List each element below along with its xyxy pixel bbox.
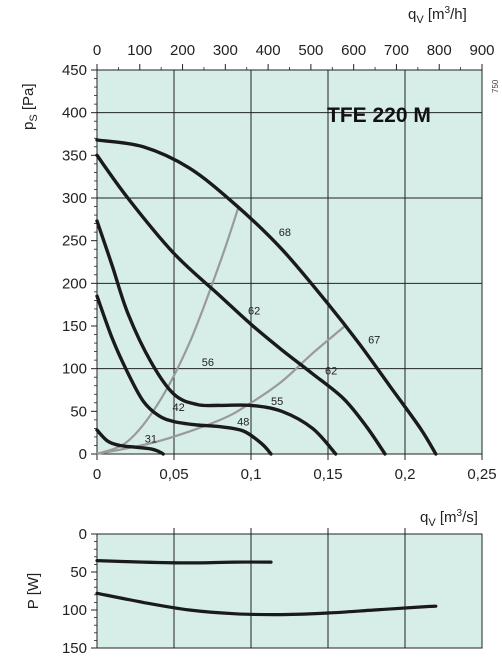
pressure-tick-labels: 0 50 100 150 200 250 300 350 400 450 (62, 62, 87, 463)
x-tick-label: 0,05 (159, 466, 188, 483)
power-tick-label: 150 (62, 640, 87, 657)
x2-tick-label: 800 (427, 42, 452, 59)
curve-label: 68 (279, 227, 291, 239)
x-tick-label: 0 (93, 466, 101, 483)
power-curves (95, 559, 438, 617)
x2-axis-label: qV [m3/h] (408, 5, 467, 26)
y-axis-label: pS [Pa] (20, 83, 40, 130)
curve-label: 48 (237, 417, 249, 429)
x2-tick-label: 400 (256, 42, 281, 59)
y-tick-label: 50 (70, 403, 87, 420)
x2-tick-label: 900 (469, 42, 494, 59)
x2-tick-label: 300 (213, 42, 238, 59)
x2-tick-label: 500 (298, 42, 323, 59)
x2-tick-label: 600 (341, 42, 366, 59)
curve-label: 31 (145, 434, 157, 446)
system-curve (96, 206, 240, 456)
power-tick-labels: 0 50 100 150 (62, 526, 87, 657)
curve-labels: 68 62 67 56 62 42 55 48 31 (145, 227, 381, 446)
x2-tick-label: 100 (127, 42, 152, 59)
y-tick-label: 250 (62, 233, 87, 250)
power-curve (95, 591, 438, 617)
y-tick-label: 150 (62, 318, 87, 335)
fan-curve (95, 138, 438, 456)
x-tick-label: 0,15 (313, 466, 342, 483)
x-tick-label: 0,2 (395, 466, 416, 483)
power-grid (91, 528, 406, 649)
fan-curve (95, 294, 273, 456)
y-tick-label: 400 (62, 105, 87, 122)
x-tick-label: 0,1 (241, 466, 262, 483)
curve-label: 56 (202, 357, 214, 369)
y-tick-label: 350 (62, 147, 87, 164)
curve-label: 55 (271, 396, 283, 408)
x-tick-label: 0,25 (467, 466, 496, 483)
y-tick-label: 100 (62, 361, 87, 378)
flow-m3s-tick-labels: 0 0,05 0,1 0,15 0,2 0,25 (93, 466, 497, 483)
power-plot-area (96, 533, 483, 649)
chart-model-title: TFE 220 M (327, 104, 431, 127)
system-curves (96, 206, 346, 456)
fan-curve (95, 153, 387, 456)
y-tick-label: 300 (62, 190, 87, 207)
pressure-tick-marks (91, 64, 483, 460)
pressure-plot-area (96, 69, 483, 455)
y-tick-label: 200 (62, 275, 87, 292)
y-tick-label: 450 (62, 62, 87, 79)
x-axis-label: qV [m3/s] (420, 508, 478, 529)
flow-m3h-tick-labels: 0 100 200 300 400 500 600 700 800 900 (93, 42, 495, 59)
curve-label: 42 (172, 402, 184, 414)
fan-curves (95, 138, 438, 456)
fan-curve (95, 219, 338, 456)
x2-tick-label: 700 (384, 42, 409, 59)
curve-label: 62 (248, 306, 260, 318)
power-tick-label: 50 (70, 564, 87, 581)
power-tick-label: 100 (62, 602, 87, 619)
power-axis-label: P [W] (25, 573, 42, 609)
fan-curve (95, 428, 165, 456)
x2-tick-label: 0 (93, 42, 101, 59)
x2-tick-label: 200 (170, 42, 195, 59)
power-curve (95, 559, 273, 565)
power-tick-label: 0 (79, 526, 87, 543)
pressure-grid (97, 70, 482, 454)
side-label: 750 (491, 79, 500, 93)
y-tick-label: 0 (79, 446, 87, 463)
curve-label: 67 (368, 335, 380, 347)
system-curve (96, 325, 346, 456)
curve-label: 62 (325, 365, 337, 377)
